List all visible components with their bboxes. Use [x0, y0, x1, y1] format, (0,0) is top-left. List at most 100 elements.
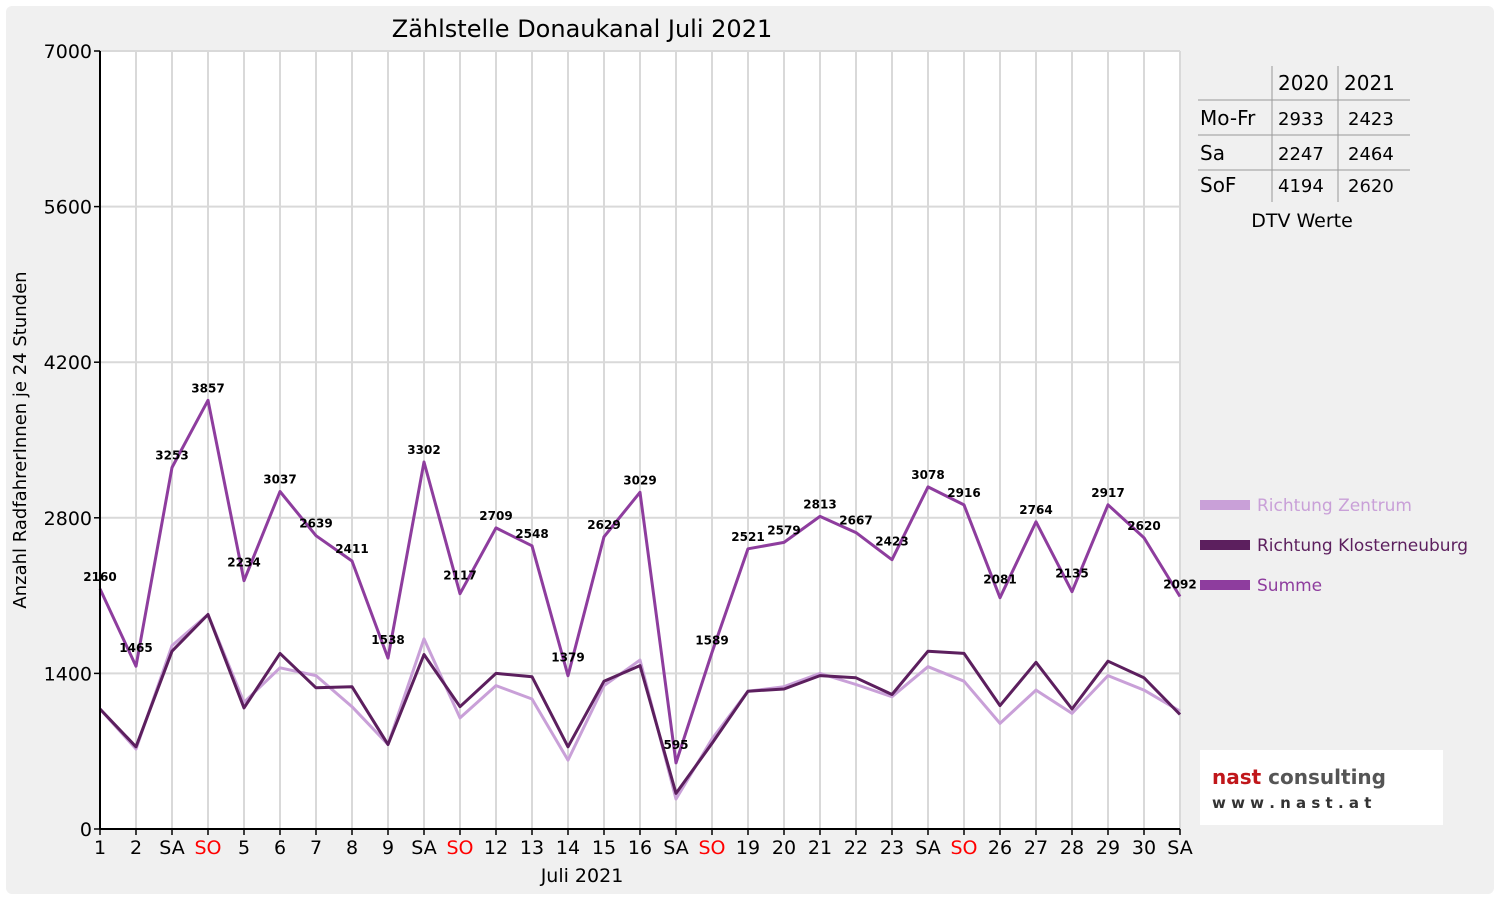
- x-tick-label: SO: [950, 837, 977, 859]
- legend-swatch-zentrum: [1200, 500, 1250, 510]
- table-cell: 2423: [1348, 109, 1394, 130]
- data-label: 3857: [191, 381, 224, 395]
- data-label: 2917: [1091, 486, 1124, 500]
- data-label: 2548: [515, 527, 548, 541]
- x-tick-label: 21: [808, 837, 832, 859]
- x-tick-label: 15: [592, 837, 616, 859]
- data-label: 2620: [1127, 519, 1160, 533]
- x-tick-label: 20: [772, 837, 796, 859]
- data-label: 2709: [479, 509, 512, 523]
- data-label: 3029: [623, 473, 656, 487]
- data-label: 2629: [587, 518, 620, 532]
- y-tick-label: 7000: [44, 41, 92, 63]
- legend-swatch-klosterneuburg: [1200, 540, 1250, 550]
- x-tick-label: SA: [663, 837, 688, 859]
- x-tick-label: SA: [1167, 837, 1192, 859]
- x-tick-label: 19: [736, 837, 760, 859]
- grid: [100, 50, 1181, 829]
- data-label: 2667: [839, 514, 872, 528]
- logo-url: w w w . n a s t . a t: [1212, 794, 1371, 812]
- table-caption: DTV Werte: [1251, 210, 1353, 232]
- data-label: 3253: [155, 448, 188, 462]
- data-label: 2764: [1019, 503, 1052, 517]
- data-label: 3302: [407, 443, 440, 457]
- data-labels: 2160146532533857223430372639241115383302…: [83, 381, 1196, 752]
- table-cell: 2464: [1348, 144, 1394, 165]
- nast-logo: nast consulting w w w . n a s t . a t: [1200, 750, 1443, 825]
- table-row-label: Mo-Fr: [1200, 106, 1256, 130]
- x-tick-label: 29: [1096, 837, 1120, 859]
- data-label: 2081: [983, 573, 1016, 587]
- data-label: 2411: [335, 542, 368, 556]
- chart-title: Zählstelle Donaukanal Juli 2021: [392, 15, 772, 43]
- x-tick-label: 8: [346, 837, 358, 859]
- x-tick-label: SA: [159, 837, 184, 859]
- table-cell: 2620: [1348, 176, 1394, 197]
- y-tick-label: 2800: [44, 508, 92, 530]
- table-cell: 4194: [1278, 176, 1324, 197]
- x-tick-label: SO: [446, 837, 473, 859]
- x-tick-label: SA: [411, 837, 436, 859]
- data-label: 3037: [263, 472, 296, 486]
- series-layer: [98, 398, 1182, 801]
- x-tick-label: SA: [915, 837, 940, 859]
- data-label: 2639: [299, 517, 332, 531]
- series-line-2: [98, 613, 1182, 795]
- logo-box: [1200, 750, 1443, 825]
- data-label: 595: [663, 738, 688, 752]
- x-tick-label: 6: [274, 837, 286, 859]
- x-tick-label: 5: [238, 837, 250, 859]
- x-tick-label: 9: [382, 837, 394, 859]
- x-axis-label: Juli 2021: [540, 865, 624, 887]
- table-cell: 2933: [1278, 109, 1324, 130]
- data-label: 2813: [803, 497, 836, 511]
- x-tick-label: 13: [520, 837, 544, 859]
- table-row-label: SoF: [1200, 173, 1236, 197]
- x-tick-label: SO: [698, 837, 725, 859]
- data-label: 3078: [911, 468, 944, 482]
- legend-label-zentrum: Richtung Zentrum: [1257, 496, 1412, 516]
- data-label: 2234: [227, 556, 260, 570]
- table-header-2020: 2020: [1278, 71, 1329, 95]
- x-tick-label: 7: [310, 837, 322, 859]
- table-cell: 2247: [1278, 144, 1324, 165]
- data-label: 2423: [875, 535, 908, 549]
- legend: Richtung Zentrum Richtung Klosterneuburg…: [1200, 496, 1468, 596]
- x-tick-label: 30: [1132, 837, 1156, 859]
- data-label: 2521: [731, 530, 764, 544]
- logo-brand: nast consulting: [1212, 765, 1386, 789]
- data-label: 1589: [695, 633, 728, 647]
- table-header-2021: 2021: [1344, 71, 1395, 95]
- data-label: 2135: [1055, 567, 1088, 581]
- dtv-table: 2020 2021 Mo-Fr 2933 2423 Sa 2247 2464 S…: [1198, 66, 1410, 232]
- data-label: 1538: [371, 633, 404, 647]
- series-line-3: [98, 398, 1182, 765]
- x-tick-label: 23: [880, 837, 904, 859]
- x-tick-label: 28: [1060, 837, 1084, 859]
- y-tick-label: 5600: [44, 197, 92, 219]
- y-tick-label: 4200: [44, 352, 92, 374]
- table-row-label: Sa: [1200, 141, 1225, 165]
- data-label: 1465: [119, 641, 152, 655]
- data-label: 1379: [551, 651, 584, 665]
- data-label: 2579: [767, 523, 800, 537]
- x-tick-label: SO: [194, 837, 221, 859]
- legend-swatch-summe: [1200, 580, 1250, 590]
- y-ticks: 0 1400 2800 4200 5600 7000: [44, 41, 100, 841]
- y-tick-label: 0: [80, 819, 92, 841]
- series-line-1: [98, 613, 1181, 801]
- x-tick-label: 22: [844, 837, 868, 859]
- legend-label-klosterneuburg: Richtung Klosterneuburg: [1257, 536, 1468, 556]
- x-tick-label: 26: [988, 837, 1012, 859]
- data-label: 2916: [947, 486, 980, 500]
- x-tick-label: 1: [94, 837, 106, 859]
- data-label: 2117: [443, 569, 476, 583]
- legend-label-summe: Summe: [1257, 576, 1322, 596]
- x-ticks: 1 2 SA SO 5 6 7 8 9 SA SO 12 13 14 15 16 SA SO 19 20 21 22 23 S…: [94, 829, 1193, 859]
- y-tick-label: 1400: [44, 663, 92, 685]
- y-axis-label: Anzahl RadfahrerInnen je 24 Stunden: [10, 271, 31, 608]
- x-tick-label: 27: [1024, 837, 1048, 859]
- x-tick-label: 14: [556, 837, 580, 859]
